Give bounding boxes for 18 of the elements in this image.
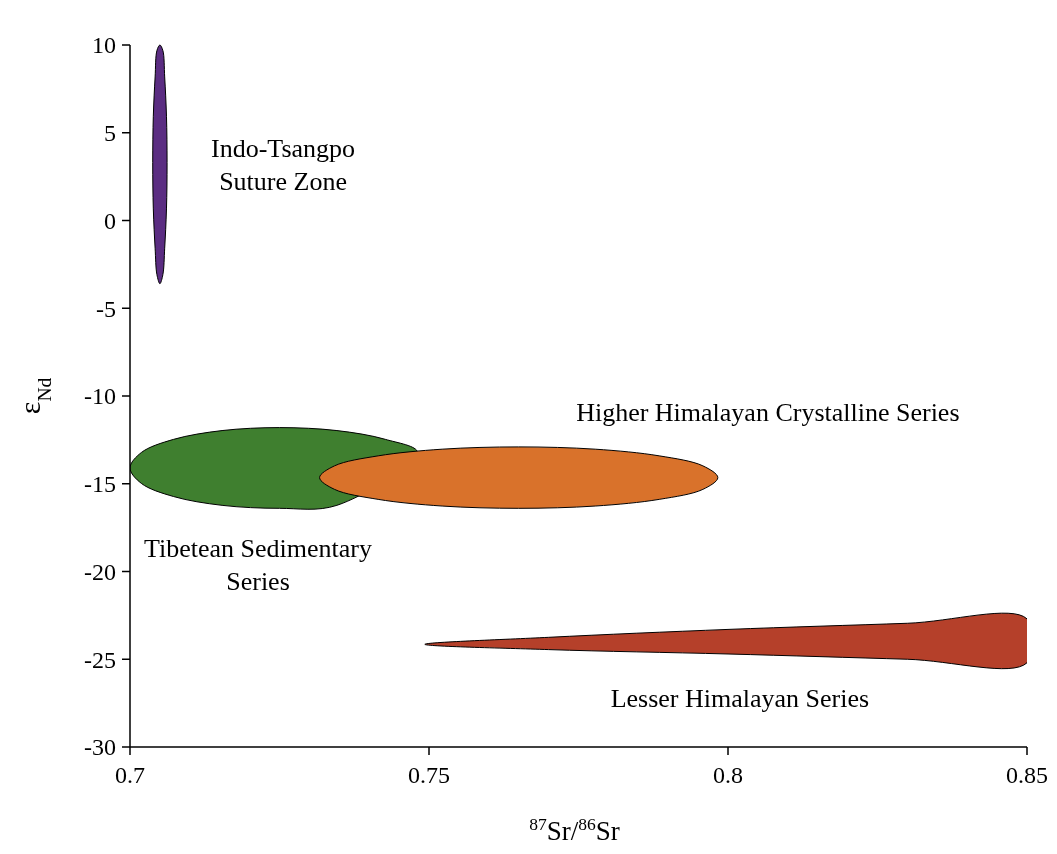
y-tick-label: 10: [92, 32, 116, 59]
x-tick-label: 0.75: [408, 762, 450, 788]
y-tick-label: 0: [104, 207, 116, 234]
y-tick-label: -10: [84, 383, 116, 410]
y-tick-label: -25: [84, 646, 116, 673]
series-label: Higher Himalayan Crystalline Series: [576, 397, 960, 427]
x-tick-label: 0.7: [115, 762, 145, 788]
y-tick-label: -30: [84, 734, 116, 761]
x-tick-label: 0.85: [1006, 762, 1048, 788]
series-label: Indo-Tsangpo Suture Zone: [211, 133, 356, 196]
y-tick-label: -15: [84, 471, 116, 498]
x-axis-title: $^{87}$Sr/$^{86}$Sr: [529, 814, 620, 846]
series-label: Lesser Himalayan Series: [610, 683, 870, 713]
y-tick-label: -20: [84, 558, 116, 585]
y-tick-label: 5: [104, 120, 116, 147]
x-tick-label: 0.8: [713, 762, 743, 788]
y-tick-label: -5: [96, 295, 116, 322]
series-label: Tibetean Sedimentary Series: [144, 533, 372, 596]
